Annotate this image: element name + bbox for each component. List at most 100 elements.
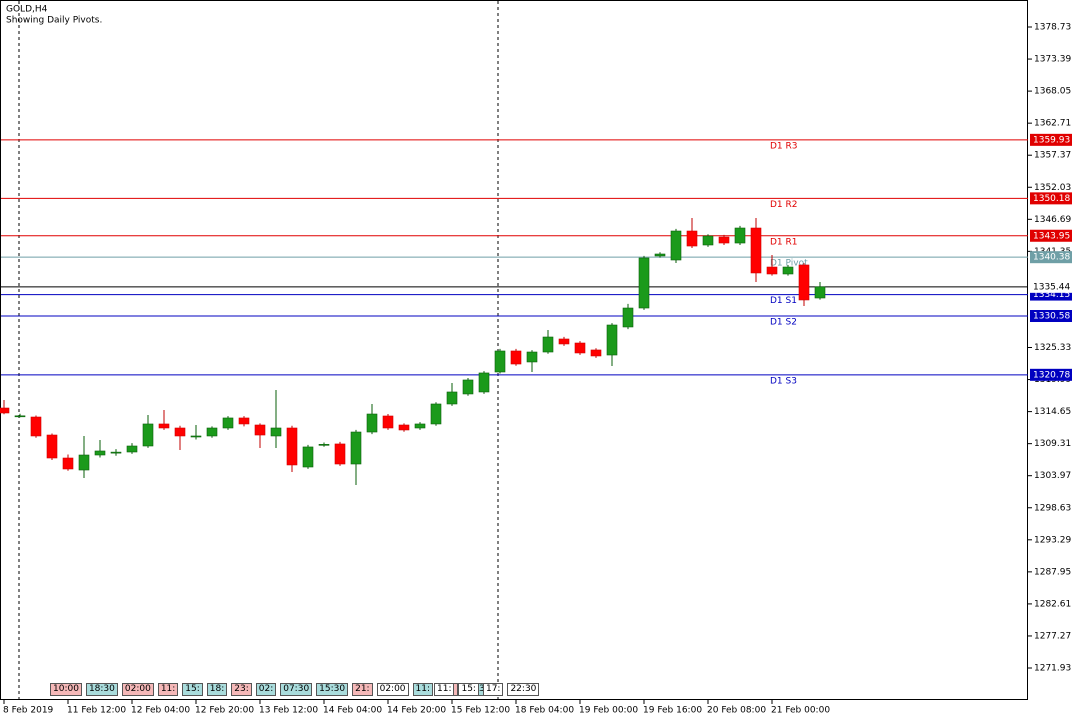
candle-body — [110, 451, 122, 454]
candle-body — [766, 266, 778, 275]
candle-body — [750, 227, 762, 274]
candle-body — [686, 230, 698, 247]
y-tick-label: 1287.95 — [1034, 567, 1071, 577]
x-tick-label: 15 Feb 12:00 — [451, 706, 510, 716]
session-box: 23: — [231, 683, 252, 696]
price-box — [1030, 229, 1072, 242]
candle-body — [366, 413, 378, 433]
session-box: 02:00 — [121, 683, 154, 696]
y-tick-label: 1362.71 — [1034, 119, 1071, 129]
candle-body — [62, 457, 74, 470]
session-box: 11: — [434, 683, 455, 696]
session-box: 18: — [206, 683, 228, 696]
candle-body — [334, 443, 346, 465]
candle-body — [0, 407, 10, 414]
candle-body — [622, 307, 634, 328]
y-tick-label: 1314.65 — [1034, 407, 1071, 417]
candle-body — [174, 427, 186, 437]
candle-body — [638, 257, 650, 309]
candle-body — [398, 424, 410, 431]
candle-body — [718, 236, 730, 244]
pivot-name: D1 R3 — [770, 141, 798, 151]
candle-body — [142, 423, 154, 447]
pivot-name: D1 R2 — [770, 200, 798, 210]
price-box — [1030, 309, 1072, 322]
session-group: 11: 15: 17: 22:30 — [434, 683, 540, 696]
candle-body — [318, 444, 330, 446]
candle-body — [286, 427, 298, 466]
candle-body — [478, 372, 490, 393]
price-box-label: 1343.95 — [1033, 231, 1070, 241]
price-box — [1030, 251, 1072, 264]
candle-body — [78, 454, 90, 471]
session-box: 17: — [482, 683, 504, 696]
candle-body — [254, 424, 266, 436]
candle-body — [814, 286, 826, 299]
price-box — [1030, 192, 1072, 205]
candle-body — [302, 446, 314, 468]
candle-body — [494, 350, 506, 373]
y-tick-label: 1378.73 — [1034, 23, 1071, 33]
price-box — [1030, 133, 1072, 146]
x-tick-label: 11 Feb 12:00 — [67, 706, 126, 716]
y-tick-label: 1303.97 — [1034, 471, 1071, 481]
plot-frame — [0, 0, 1028, 700]
candle-body — [350, 431, 362, 465]
session-box: 21: — [352, 683, 373, 696]
candle-body — [158, 423, 170, 429]
y-tick-label: 1368.05 — [1034, 87, 1071, 97]
session-box: 02:00 — [376, 683, 409, 696]
chart-title: GOLD,H4 — [6, 5, 48, 15]
session-box: 11: — [157, 683, 179, 696]
candle-body — [510, 350, 522, 365]
y-tick-label: 1277.27 — [1034, 631, 1071, 641]
session-box: 15:30 — [316, 683, 349, 696]
session-box: 02: — [255, 683, 277, 696]
x-tick-label: 21 Feb 00:00 — [771, 706, 830, 716]
price-box-label: 1334.15 — [1033, 290, 1070, 300]
candle-body — [14, 415, 26, 418]
session-box: 10:00 — [50, 683, 82, 696]
y-tick-label: 1293.29 — [1034, 535, 1071, 545]
candle-body — [590, 349, 602, 357]
y-tick-label: 1325.33 — [1034, 343, 1071, 353]
x-tick-label: 8 Feb 2019 — [3, 706, 54, 716]
y-tick-label: 1346.69 — [1034, 215, 1071, 225]
candle-body — [414, 423, 426, 429]
candle-body — [526, 351, 538, 363]
session-box: 11: — [412, 683, 434, 696]
candle-body — [670, 230, 682, 261]
y-tick-label: 1309.31 — [1034, 439, 1071, 449]
pivot-name: D1 S2 — [770, 317, 797, 327]
candle-body — [222, 417, 234, 429]
session-box: 15: — [458, 683, 479, 696]
y-tick-label: 1271.93 — [1034, 664, 1071, 674]
x-tick-label: 20 Feb 08:00 — [707, 706, 766, 716]
price-box — [1030, 368, 1072, 381]
y-tick-label: 1298.63 — [1034, 503, 1071, 513]
candle-body — [462, 379, 474, 395]
candle-body — [46, 434, 58, 459]
session-box: 15: — [182, 683, 203, 696]
price-box-label: 1350.18 — [1033, 194, 1070, 204]
session-group: 10:00 18:30 02:00 11: 15: 18: 23: 02: 07:30 15:30… — [50, 683, 494, 696]
candle-body — [654, 253, 666, 257]
price-box-label: 1359.93 — [1033, 135, 1070, 145]
candle-body — [782, 266, 794, 275]
pivot-name: D1 S1 — [770, 296, 797, 306]
session-box: 22:30 — [507, 683, 540, 696]
candle-body — [94, 450, 106, 456]
price-box-label: 1330.58 — [1033, 311, 1070, 321]
candle-body — [206, 427, 218, 437]
pivot-name: D1 R1 — [770, 237, 798, 247]
candle-body — [430, 403, 442, 425]
price-box-label: 1335.44 — [1033, 282, 1070, 292]
y-tick-label: 1357.37 — [1034, 151, 1071, 161]
pivot-name: D1 S3 — [770, 376, 797, 386]
price-box — [1030, 280, 1072, 293]
candle-body — [606, 324, 618, 356]
x-tick-label: 14 Feb 20:00 — [387, 706, 446, 716]
candle-body — [734, 227, 746, 244]
